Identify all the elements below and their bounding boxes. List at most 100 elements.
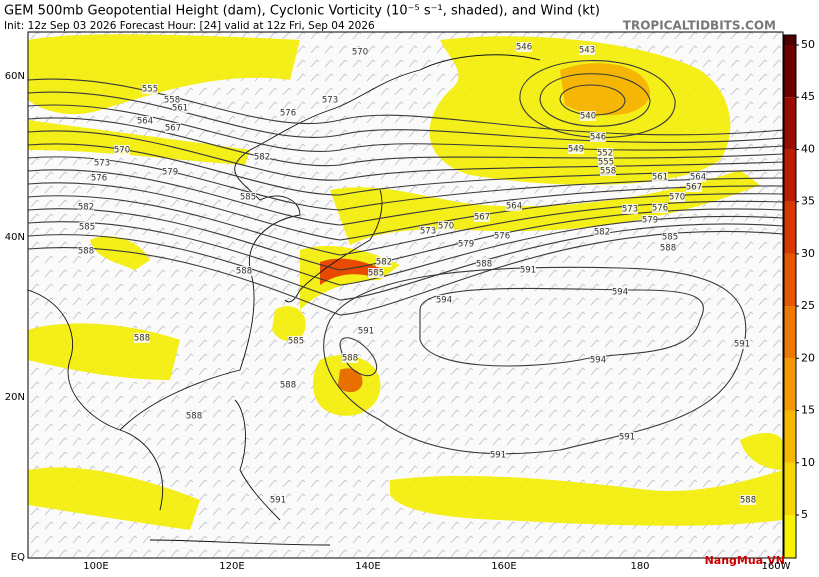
contour-label-bg — [579, 45, 595, 55]
contour-label: 576 — [494, 232, 510, 242]
vorticity-shading — [28, 34, 783, 530]
height-contour — [28, 215, 783, 286]
colorbar-segment — [784, 97, 796, 150]
contour-label-bg — [619, 432, 635, 442]
contour-label-bg — [662, 232, 678, 242]
contour-label-bg — [474, 212, 490, 222]
contour-label-bg — [652, 203, 668, 213]
contour-label: 552 — [597, 149, 613, 159]
contour-label-bg — [669, 192, 685, 202]
contour-label: 564 — [506, 202, 522, 212]
contour-label: 591 — [619, 433, 635, 443]
contour-label-bg — [594, 227, 610, 237]
contour-label: 555 — [142, 85, 158, 95]
contour-label: 573 — [420, 227, 436, 237]
contour-label-bg — [506, 201, 522, 211]
contour-label: 588 — [280, 381, 296, 391]
contour-label: 594 — [436, 296, 452, 306]
contour-label: 561 — [652, 173, 668, 183]
contour-label: 591 — [734, 340, 750, 350]
map-title: GEM 500mb Geopotential Height (dam), Cyc… — [4, 4, 600, 19]
colorbar-frame — [783, 34, 797, 559]
contour-label-bg — [476, 259, 492, 269]
contour-label: 570 — [669, 193, 685, 203]
contour-label: 573 — [322, 96, 338, 106]
longitude-label: 180 — [630, 561, 649, 572]
contour-label-bg — [516, 42, 532, 52]
contour-label: 588 — [476, 260, 492, 270]
contour-label-bg — [740, 495, 756, 505]
contour-label-bg — [600, 166, 616, 176]
contour-label: 588 — [134, 334, 150, 344]
contour-label: 576 — [652, 204, 668, 214]
contour-label: 582 — [78, 203, 94, 213]
contour-label: 582 — [254, 153, 270, 163]
height-contour — [28, 195, 783, 256]
colorbar-tick-label: 25 — [801, 299, 815, 312]
contour-label: 546 — [516, 43, 532, 53]
contour-label: 555 — [598, 158, 614, 168]
contour-label: 585 — [288, 337, 304, 347]
contour-label: 558 — [164, 96, 180, 106]
height-contour — [28, 230, 783, 316]
contour-label: 588 — [740, 496, 756, 506]
contour-label-bg — [78, 202, 94, 212]
colorbar-tick-label: 30 — [801, 247, 815, 260]
contour-label: 570 — [114, 146, 130, 156]
contour-label: 558 — [600, 167, 616, 177]
latitude-label: 40N — [5, 232, 25, 243]
contour-label-bg — [172, 103, 188, 113]
map-frame — [27, 31, 784, 559]
contour-label: 567 — [686, 183, 702, 193]
contour-label-bg — [358, 326, 374, 336]
contour-label: 576 — [91, 174, 107, 184]
colorbar-tick-label: 40 — [801, 142, 815, 155]
height-contour — [28, 156, 783, 211]
contour-label: 543 — [579, 46, 595, 56]
contour-label-bg — [186, 411, 202, 421]
latitude-label: 20N — [5, 392, 25, 403]
contour-label-bg — [438, 221, 454, 231]
contour-label-bg — [580, 111, 596, 121]
contour-label-bg — [280, 380, 296, 390]
contour-label: 546 — [590, 133, 606, 143]
contour-label: 561 — [172, 104, 188, 114]
contour-label: 564 — [137, 117, 153, 127]
contour-label: 567 — [165, 124, 181, 134]
latitude-label: 60N — [5, 71, 25, 82]
map-subtitle: Init: 12z Sep 03 2026 Forecast Hour: [24… — [4, 20, 375, 32]
contour-label: 579 — [162, 168, 178, 178]
contour-label-bg — [734, 339, 750, 349]
colorbar-segment — [784, 149, 796, 202]
contour-label-bg — [642, 215, 658, 225]
contour-label-bg — [79, 222, 95, 232]
contour-label-bg — [342, 353, 358, 363]
height-contour — [28, 182, 783, 241]
contour-label-bg — [240, 192, 256, 202]
colorbar-segment — [784, 410, 796, 463]
contour-label-bg — [280, 108, 296, 118]
contour-label-bg — [236, 266, 252, 276]
colorbar-segment — [784, 515, 796, 558]
colorbar-segment — [784, 201, 796, 254]
site-credit[interactable]: TROPICALTIDBITS.COM — [623, 19, 776, 33]
contour-label-bg — [165, 123, 181, 133]
contour-label: 570 — [352, 48, 368, 58]
longitude-label: 100E — [83, 561, 108, 572]
contour-label: 564 — [690, 173, 706, 183]
contour-label: 585 — [79, 223, 95, 233]
contour-label: 579 — [458, 240, 474, 250]
colorbar-tick-label: 20 — [801, 351, 815, 364]
colorbar-tick-label: 15 — [801, 404, 815, 417]
longitude-label: 120E — [219, 561, 244, 572]
contour-label: 579 — [642, 216, 658, 226]
colorbar-segment — [784, 45, 796, 98]
colorbar-tick-label: 5 — [801, 508, 808, 521]
contour-label-bg — [368, 268, 384, 278]
contour-label-bg — [164, 95, 180, 105]
contour-label-bg — [458, 239, 474, 249]
contour-label-bg — [352, 47, 368, 57]
contour-label-bg — [270, 495, 286, 505]
contour-label-bg — [134, 333, 150, 343]
contour-label: 585 — [368, 269, 384, 279]
